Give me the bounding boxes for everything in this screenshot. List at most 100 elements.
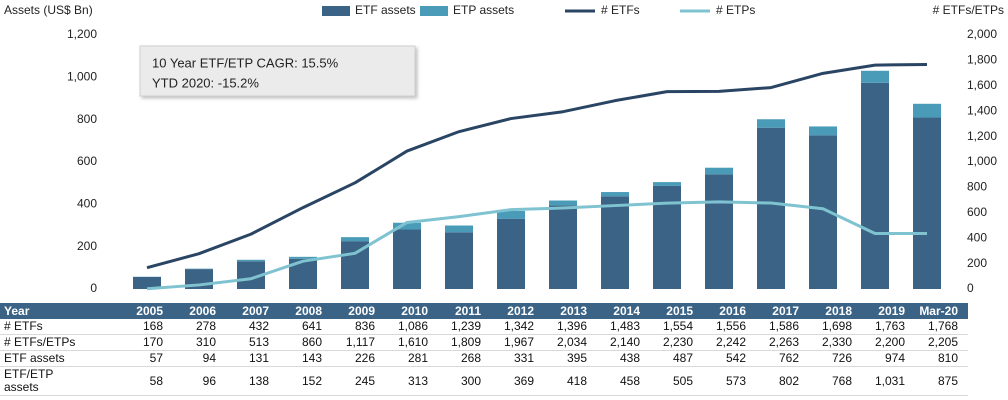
y2-tick-label: 1,000 bbox=[967, 154, 997, 168]
table-cell: 1,698 bbox=[809, 319, 862, 335]
bar bbox=[809, 126, 837, 136]
table-cell: 313 bbox=[385, 366, 438, 396]
legend-label: ETF assets bbox=[355, 3, 416, 17]
table-cell: 2006 bbox=[173, 303, 226, 319]
bar bbox=[913, 103, 941, 118]
y2-tick-label: 800 bbox=[967, 180, 987, 194]
table-cell: 2009 bbox=[332, 303, 385, 319]
bar bbox=[653, 182, 681, 186]
y2-tick-label: 200 bbox=[967, 256, 987, 270]
y-tick-label: 400 bbox=[77, 197, 97, 211]
bar bbox=[393, 229, 421, 289]
annotation-box bbox=[139, 45, 416, 97]
table-cell: 395 bbox=[544, 350, 597, 367]
y2-tick-label: 400 bbox=[967, 230, 987, 244]
table-cell: 802 bbox=[756, 366, 809, 396]
table-cell: 96 bbox=[173, 366, 226, 396]
table-cell: # ETFs/ETPs bbox=[0, 334, 120, 351]
table-cell: 1,396 bbox=[544, 319, 597, 335]
y2-tick-label: 1,200 bbox=[967, 129, 997, 143]
bar bbox=[861, 82, 889, 289]
table-row: ETF assets 57 94 131 143 226 281 268 331 395 438 48… bbox=[0, 350, 968, 367]
legend-label: # ETPs bbox=[716, 3, 755, 17]
bar bbox=[913, 117, 941, 289]
bar bbox=[549, 200, 577, 206]
table-cell: 1,809 bbox=[438, 334, 491, 351]
table-cell: 2,263 bbox=[756, 334, 809, 351]
table-cell: 2017 bbox=[756, 303, 809, 319]
table-cell: 2007 bbox=[226, 303, 279, 319]
y2-axis-title: # ETFs/ETPs bbox=[933, 3, 1004, 17]
table-cell: 1,768 bbox=[915, 319, 968, 335]
table-cell: 2,242 bbox=[703, 334, 756, 351]
legend-label: # ETFs bbox=[601, 3, 640, 17]
y-axis-title: Assets (US$ Bn) bbox=[4, 3, 93, 17]
bar bbox=[601, 192, 629, 197]
table-cell: 2005 bbox=[120, 303, 173, 319]
table-cell: 2015 bbox=[650, 303, 703, 319]
line bbox=[146, 200, 927, 291]
bar bbox=[341, 237, 369, 242]
table-cell: 2,230 bbox=[650, 334, 703, 351]
bar bbox=[237, 259, 265, 262]
table-cell: 281 bbox=[385, 350, 438, 367]
y2-tick-label: 1,800 bbox=[967, 53, 997, 67]
table-cell: 152 bbox=[279, 366, 332, 396]
table-cell: ETF assets bbox=[0, 350, 120, 367]
table-cell: 2014 bbox=[597, 303, 650, 319]
y2-tick-label: 600 bbox=[967, 205, 987, 219]
table-cell: 131 bbox=[226, 350, 279, 367]
table-cell: 762 bbox=[756, 350, 809, 367]
legend-label: ETP assets bbox=[453, 3, 514, 17]
table-cell: 875 bbox=[915, 366, 968, 396]
table-row: # ETFs 168 278 432 641 836 1,086 1,239 1,342 1,39… bbox=[0, 319, 968, 335]
y-tick-label: 1,200 bbox=[67, 27, 97, 41]
table-cell: 1,610 bbox=[385, 334, 438, 351]
table-cell: 768 bbox=[809, 366, 862, 396]
table-cell: 2,330 bbox=[809, 334, 862, 351]
table-cell: 810 bbox=[915, 350, 968, 367]
table-cell: 170 bbox=[120, 334, 173, 351]
table-cell: 57 bbox=[120, 350, 173, 367]
table-cell: 168 bbox=[120, 319, 173, 335]
annotation: YTD 2020: -15.2% bbox=[152, 75, 259, 90]
bar bbox=[705, 174, 733, 289]
table-cell: 2,140 bbox=[597, 334, 650, 351]
legend-swatch bbox=[420, 6, 448, 16]
table-cell: Year bbox=[0, 303, 120, 319]
table-cell: 438 bbox=[597, 350, 650, 367]
table-cell: 143 bbox=[279, 350, 332, 367]
table-cell: 458 bbox=[597, 366, 650, 396]
bar bbox=[653, 185, 681, 289]
table-cell: 1,117 bbox=[332, 334, 385, 351]
table-cell: 2016 bbox=[703, 303, 756, 319]
table-cell: 310 bbox=[173, 334, 226, 351]
y-tick-label: 0 bbox=[90, 281, 97, 295]
table-cell: 58 bbox=[120, 366, 173, 396]
annotation: 10 Year ETF/ETP CAGR: 15.5% bbox=[152, 55, 339, 70]
table-cell: # ETFs bbox=[0, 319, 120, 335]
table-cell: 1,967 bbox=[491, 334, 544, 351]
y2-tick-label: 2,000 bbox=[967, 27, 997, 41]
bar bbox=[445, 232, 473, 289]
table-cell: 2,205 bbox=[915, 334, 968, 351]
table-cell: 2011 bbox=[438, 303, 491, 319]
table-cell: 278 bbox=[173, 319, 226, 335]
table-cell: 1,031 bbox=[862, 366, 915, 396]
table-cell: 505 bbox=[650, 366, 703, 396]
table-cell: 432 bbox=[226, 319, 279, 335]
table-cell: 369 bbox=[491, 366, 544, 396]
table-cell: 1,586 bbox=[756, 319, 809, 335]
table-cell: 2013 bbox=[544, 303, 597, 319]
table-cell: 641 bbox=[279, 319, 332, 335]
table-cell: 2,034 bbox=[544, 334, 597, 351]
bar bbox=[705, 167, 733, 175]
line bbox=[146, 62, 928, 270]
table-cell: 974 bbox=[862, 350, 915, 367]
table-row: ETF/ETP assets 58 96 138 152 245 313 300 369 418 4… bbox=[0, 366, 968, 396]
table-row: # ETFs/ETPs 170 310 513 860 1,117 1,610 1,809 1,… bbox=[0, 334, 968, 351]
table-cell: 1,556 bbox=[703, 319, 756, 335]
table-cell: 2,200 bbox=[862, 334, 915, 351]
table-cell: 138 bbox=[226, 366, 279, 396]
